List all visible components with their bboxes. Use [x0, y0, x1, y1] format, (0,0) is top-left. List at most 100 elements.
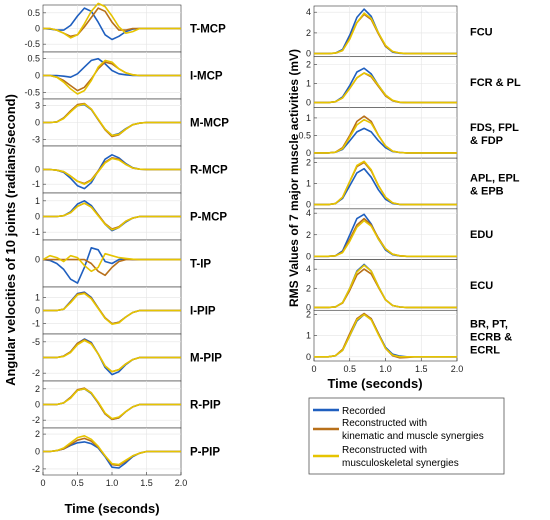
subplot-label-m-pip: M-PIP	[190, 353, 222, 365]
subplot-br-pt-ecrb-ecrl: 2 1 0 BR, PT, ECRB & ECRL	[306, 310, 512, 362]
series-line-musculoskeletal	[42, 252, 181, 273]
series-line-musculoskeletal	[314, 72, 457, 104]
subplot-fcr-pl: 2 1 0 FCR & PL	[306, 56, 521, 108]
y-tick-label: 0.5	[27, 8, 40, 18]
y-tick-label: 0	[306, 148, 311, 158]
x-tick-label: 1.5	[415, 364, 428, 374]
subplot-label-m-mcp: M-MCP	[190, 118, 229, 130]
y-tick-label: -5	[32, 337, 40, 347]
series-line-musculoskeletal	[43, 434, 181, 466]
series-line-musculoskeletal	[43, 157, 181, 185]
subplot-label-ecu: ECU	[470, 280, 493, 292]
subplot-m-mcp: 3 0 -3 M-MCP	[32, 98, 229, 147]
subplot-label-apl-epl-epb: APL, EPL & EPB	[470, 173, 520, 198]
subplot-r-pip: 2 0 -2 R-PIP	[32, 380, 221, 429]
y-tick-label: 4	[306, 208, 311, 218]
x-tick-label: 1.5	[140, 478, 153, 488]
subplot-r-mcp: 0 -1 R-MCP	[32, 145, 228, 194]
y-tick-label: -0.5	[24, 87, 40, 97]
subplot-label-r-pip: R-PIP	[190, 400, 221, 412]
subplot-label-i-pip: I-PIP	[190, 306, 216, 318]
series-line-musculoskeletal	[43, 292, 181, 326]
y-tick-label: 2	[306, 230, 311, 240]
subplot-i-pip: 1 0 -1 I-PIP	[32, 286, 216, 335]
y-tick-label: 0	[35, 306, 40, 316]
y-tick-label: 2	[306, 310, 311, 320]
legend-label-kinematic-line1: Reconstructed with	[342, 418, 427, 429]
subplot-label-p-mcp: P-MCP	[190, 212, 227, 224]
y-tick-label: 0	[35, 24, 40, 34]
series-line-musculoskeletal	[43, 387, 181, 420]
y-tick-label: 0	[35, 165, 40, 175]
x-tick-label: 0.5	[71, 478, 84, 488]
y-tick-label: -0.5	[24, 39, 40, 49]
series-line-musculoskeletal	[43, 59, 181, 95]
subplot-ecu: 4 2 0 ECU	[306, 259, 493, 312]
y-tick-label: -3	[32, 134, 40, 144]
y-tick-label: 0	[35, 447, 40, 457]
series-line-musculoskeletal	[43, 103, 181, 137]
subplot-edu: 4 2 0 EDU	[306, 208, 493, 261]
y-tick-label: 0	[35, 255, 40, 265]
x-tick-label: 2.0	[451, 364, 464, 374]
y-tick-label: 2	[35, 384, 40, 394]
y-tick-label: 0	[306, 200, 311, 210]
y-tick-label: 0.5	[27, 54, 40, 64]
x-tick-label: 0.5	[343, 364, 356, 374]
y-tick-label: 2	[306, 283, 311, 293]
subplot-label-i-mcp: I-MCP	[190, 71, 223, 83]
y-tick-label: 4	[306, 7, 311, 17]
series-line-musculoskeletal	[314, 160, 457, 206]
subplot-fds-fpl-fdp: 1 0.5 0 FDS, FPL & FDP	[298, 107, 519, 159]
subplot-label-fcu: FCU	[470, 26, 493, 38]
x-tick-label: 1.0	[379, 364, 392, 374]
y-tick-label: 2	[306, 28, 311, 38]
y-tick-label: 1	[306, 113, 311, 123]
y-tick-label: -1	[32, 227, 40, 237]
y-tick-label: 0	[306, 352, 311, 362]
subplot-label-fds-fpl-fdp: FDS, FPL & FDP	[470, 122, 519, 147]
y-tick-label: 0	[35, 118, 40, 128]
y-tick-label: -2	[32, 464, 40, 474]
subplot-fcu: 4 2 0 FCU	[306, 5, 493, 59]
series-line-musculoskeletal	[43, 2, 181, 39]
y-tick-label: 2	[35, 429, 40, 439]
series-line-musculoskeletal	[43, 339, 181, 373]
y-tick-label: 2	[306, 157, 311, 167]
y-tick-label: 1	[306, 331, 311, 341]
series-line-musculoskeletal	[314, 12, 457, 55]
subplot-p-pip: 2 0 -2 P-PIP	[32, 427, 220, 476]
left-chart: 0.5 0 -0.5 T-MCP 0.5 0 -0.5 I-MCP 3 0 -3 M-MCP 0 -1 R-…	[24, 2, 229, 488]
y-tick-label: 4	[306, 264, 311, 274]
legend-label-musculoskeletal-line1: Reconstructed with	[342, 445, 427, 456]
y-tick-label: 0	[306, 98, 311, 108]
y-tick-label: 1	[306, 179, 311, 189]
series-line-musculoskeletal	[314, 264, 457, 309]
x-tick-label: 2.0	[175, 478, 188, 488]
y-tick-label: 0	[35, 71, 40, 81]
y-tick-label: 1	[306, 79, 311, 89]
y-tick-label: -1	[32, 319, 40, 329]
series-line-musculoskeletal	[43, 202, 181, 231]
series-line-musculoskeletal	[314, 219, 457, 258]
legend: Recorded Reconstructed with kinematic an…	[308, 397, 505, 475]
y-tick-label: 0	[35, 212, 40, 222]
y-tick-label: -2	[32, 415, 40, 425]
subplot-m-pip: -5 -2 M-PIP	[32, 333, 222, 382]
right-y-axis-title: RMS Values of 7 major muscle activities …	[287, 49, 301, 307]
y-tick-label: 0.5	[298, 130, 311, 140]
subplot-label-p-pip: P-PIP	[190, 447, 220, 459]
subplot-label-t-ip: T-IP	[190, 259, 211, 271]
y-tick-label: 0	[35, 400, 40, 410]
y-tick-label: 1	[35, 292, 40, 302]
left-y-axis-title: Angular velocities of 10 joints (radians…	[3, 94, 18, 386]
legend-label-musculoskeletal-line2: musculoskeletal synergies	[342, 458, 459, 469]
y-tick-label: -1	[32, 179, 40, 189]
y-tick-label: 2	[306, 59, 311, 69]
subplot-p-mcp: 1 0 -1 P-MCP	[32, 192, 227, 241]
legend-label-kinematic-line2: kinematic and muscle synergies	[342, 431, 484, 442]
legend-label-recorded: Recorded	[342, 406, 385, 417]
legend-box	[308, 397, 505, 475]
